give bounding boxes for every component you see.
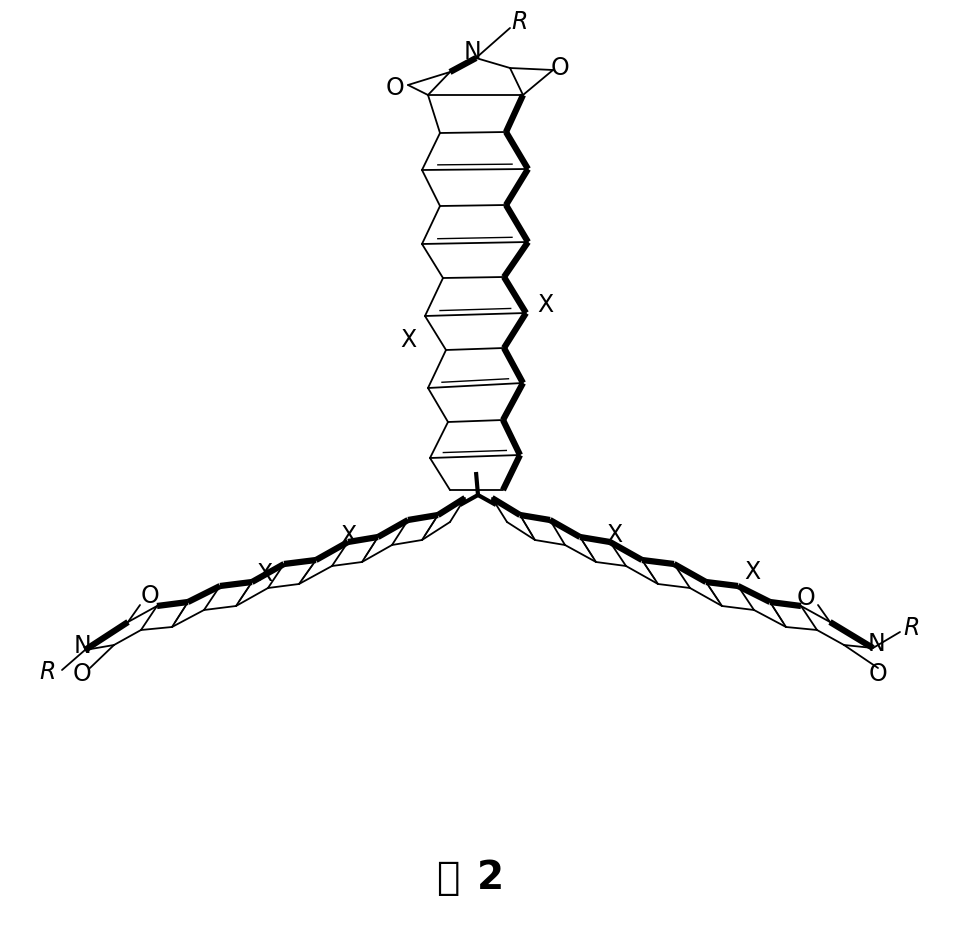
Text: O: O: [551, 56, 569, 80]
Text: 2: 2: [477, 859, 503, 897]
Text: O: O: [796, 586, 816, 610]
Text: O: O: [386, 76, 404, 100]
Text: X: X: [340, 524, 356, 548]
Text: R: R: [40, 660, 56, 684]
Text: X: X: [256, 562, 272, 586]
Text: N: N: [463, 40, 481, 64]
Text: O: O: [869, 662, 887, 686]
Text: O: O: [73, 662, 92, 686]
Text: 式: 式: [436, 859, 459, 897]
Text: N: N: [74, 634, 91, 658]
Text: X: X: [537, 293, 553, 317]
Text: R: R: [512, 10, 528, 34]
Text: X: X: [744, 560, 760, 584]
Text: N: N: [867, 632, 885, 656]
Text: X: X: [605, 523, 622, 547]
Text: X: X: [400, 328, 416, 352]
Text: R: R: [903, 616, 921, 640]
Text: O: O: [140, 584, 159, 608]
